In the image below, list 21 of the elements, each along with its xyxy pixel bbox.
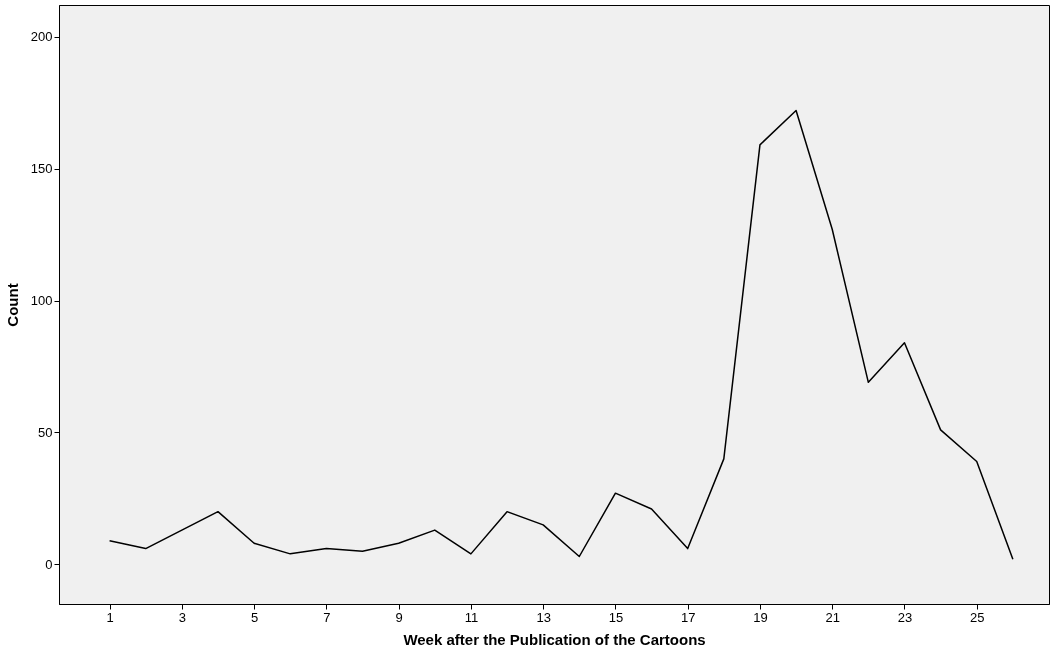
x-tick-label: 21 xyxy=(825,609,840,625)
x-tick-label: 5 xyxy=(250,609,259,625)
x-tick-label: 1 xyxy=(106,609,114,625)
x-tick-label: 15 xyxy=(608,609,624,625)
y-axis-title: Count xyxy=(3,283,21,327)
x-tick-label: 11 xyxy=(464,609,479,625)
y-tick-label: 100 xyxy=(30,293,53,309)
x-tick-label: 17 xyxy=(680,609,696,625)
y-tick-label: 200 xyxy=(30,29,53,45)
x-tick-label: 3 xyxy=(178,609,186,625)
x-tick-label: 7 xyxy=(323,609,331,625)
x-tick-label: 25 xyxy=(970,609,985,625)
x-tick-label: 19 xyxy=(753,609,768,625)
x-tick-label: 23 xyxy=(897,609,913,625)
x-tick-label: 9 xyxy=(395,609,403,625)
y-tick-label: 150 xyxy=(30,161,53,177)
x-axis-title: Week after the Publication of the Cartoons xyxy=(403,630,706,648)
line-series xyxy=(108,109,1014,560)
y-tick-label: 50 xyxy=(38,424,53,440)
y-tick-label: 0 xyxy=(45,556,53,572)
x-tick-label: 13 xyxy=(536,609,551,625)
